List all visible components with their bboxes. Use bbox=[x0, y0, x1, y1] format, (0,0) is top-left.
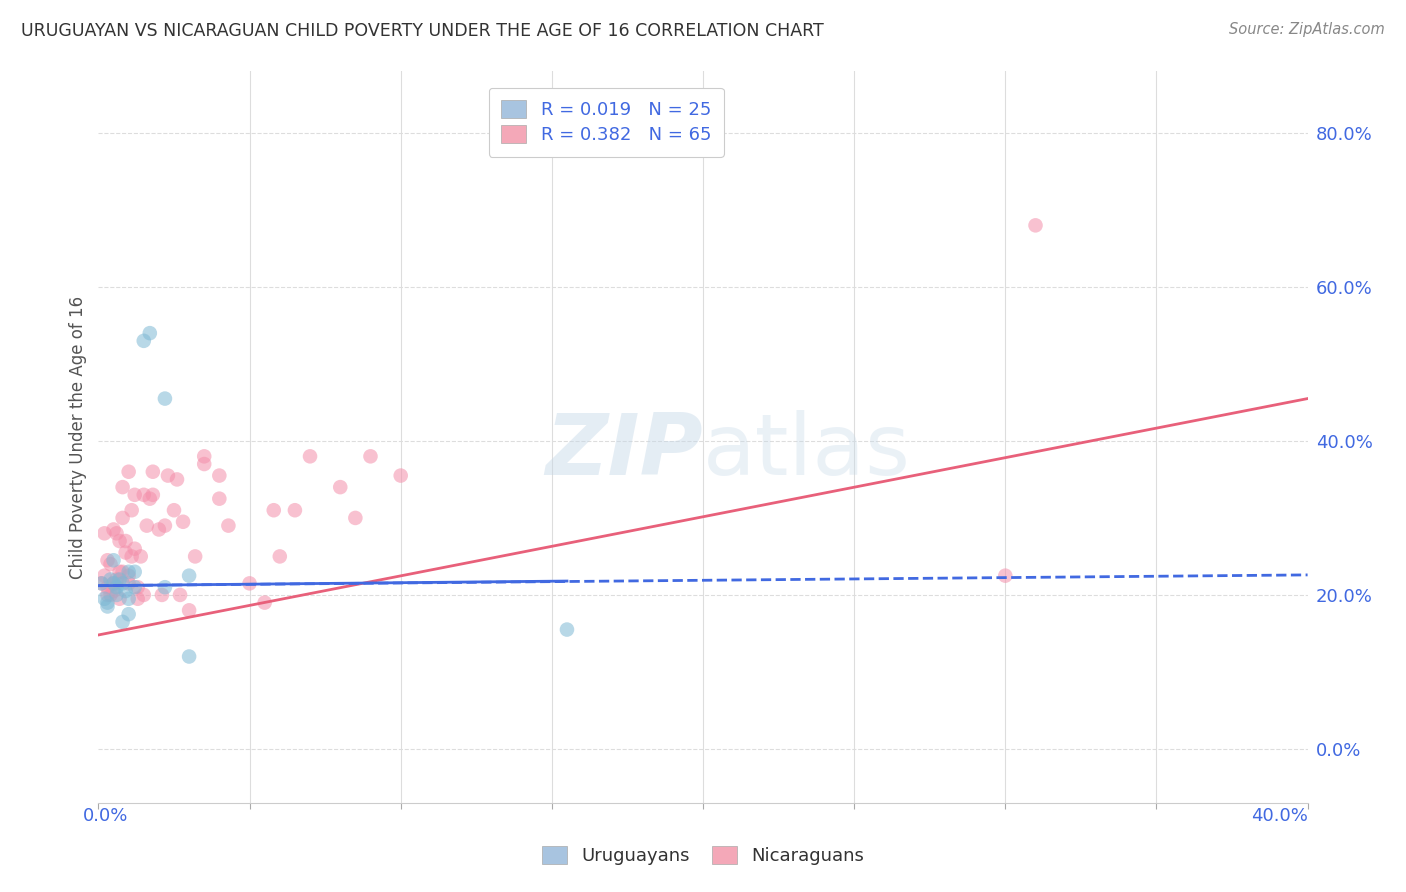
Point bbox=[105, 588, 128, 602]
Point bbox=[132, 588, 155, 602]
Point bbox=[121, 549, 143, 564]
Point bbox=[132, 488, 155, 502]
Point bbox=[994, 568, 1017, 582]
Point bbox=[111, 565, 134, 579]
Point bbox=[153, 392, 176, 406]
Point bbox=[360, 450, 382, 464]
Point bbox=[93, 526, 115, 541]
Point bbox=[96, 588, 118, 602]
Point bbox=[105, 573, 128, 587]
Point bbox=[114, 584, 136, 599]
Point bbox=[93, 568, 115, 582]
Point bbox=[132, 334, 155, 348]
Point bbox=[127, 580, 149, 594]
Point bbox=[103, 576, 125, 591]
Y-axis label: Child Poverty Under the Age of 16: Child Poverty Under the Age of 16 bbox=[69, 295, 87, 579]
Point bbox=[108, 573, 131, 587]
Point bbox=[90, 576, 112, 591]
Point bbox=[253, 596, 276, 610]
Point bbox=[217, 518, 239, 533]
Point bbox=[105, 526, 128, 541]
Point bbox=[135, 518, 157, 533]
Point bbox=[103, 553, 125, 567]
Point bbox=[179, 649, 201, 664]
Point bbox=[193, 457, 215, 471]
Point bbox=[193, 450, 215, 464]
Point bbox=[114, 534, 136, 549]
Point bbox=[389, 468, 412, 483]
Text: 40.0%: 40.0% bbox=[1251, 806, 1308, 824]
Point bbox=[96, 580, 118, 594]
Point bbox=[124, 488, 146, 502]
Point bbox=[555, 623, 578, 637]
Legend: Uruguayans, Nicaraguans: Uruguayans, Nicaraguans bbox=[534, 839, 872, 872]
Point bbox=[208, 491, 231, 506]
Point bbox=[121, 503, 143, 517]
Point bbox=[100, 573, 122, 587]
Point bbox=[124, 580, 146, 594]
Point bbox=[127, 591, 149, 606]
Point bbox=[108, 565, 131, 579]
Text: 0.0%: 0.0% bbox=[83, 806, 129, 824]
Point bbox=[111, 480, 134, 494]
Point bbox=[156, 468, 179, 483]
Point bbox=[96, 596, 118, 610]
Point bbox=[96, 553, 118, 567]
Text: atlas: atlas bbox=[703, 410, 911, 493]
Point bbox=[139, 491, 162, 506]
Point bbox=[124, 541, 146, 556]
Point bbox=[344, 511, 367, 525]
Point bbox=[108, 591, 131, 606]
Point bbox=[142, 488, 165, 502]
Point bbox=[299, 450, 322, 464]
Point bbox=[114, 545, 136, 559]
Point bbox=[103, 576, 125, 591]
Point bbox=[111, 615, 134, 629]
Point bbox=[184, 549, 207, 564]
Point bbox=[148, 523, 170, 537]
Point bbox=[103, 523, 125, 537]
Point bbox=[329, 480, 352, 494]
Point bbox=[1024, 219, 1046, 233]
Point bbox=[172, 515, 194, 529]
Point bbox=[105, 580, 128, 594]
Point bbox=[93, 591, 115, 606]
Point bbox=[139, 326, 162, 340]
Point bbox=[239, 576, 262, 591]
Point bbox=[284, 503, 307, 517]
Point bbox=[118, 576, 141, 591]
Point bbox=[90, 576, 112, 591]
Point bbox=[150, 588, 173, 602]
Point bbox=[179, 568, 201, 582]
Point bbox=[129, 549, 152, 564]
Point bbox=[263, 503, 285, 517]
Point bbox=[269, 549, 291, 564]
Point bbox=[118, 565, 141, 579]
Point bbox=[153, 580, 176, 594]
Point bbox=[118, 465, 141, 479]
Point bbox=[111, 576, 134, 591]
Text: ZIP: ZIP bbox=[546, 410, 703, 493]
Point bbox=[108, 534, 131, 549]
Text: Source: ZipAtlas.com: Source: ZipAtlas.com bbox=[1229, 22, 1385, 37]
Point bbox=[142, 465, 165, 479]
Point bbox=[208, 468, 231, 483]
Legend: R = 0.019   N = 25, R = 0.382   N = 65: R = 0.019 N = 25, R = 0.382 N = 65 bbox=[488, 87, 724, 157]
Point bbox=[100, 588, 122, 602]
Point bbox=[118, 568, 141, 582]
Point bbox=[166, 472, 188, 486]
Point bbox=[100, 557, 122, 571]
Point bbox=[169, 588, 191, 602]
Point bbox=[103, 584, 125, 599]
Point bbox=[96, 599, 118, 614]
Point bbox=[124, 565, 146, 579]
Point bbox=[118, 607, 141, 622]
Text: URUGUAYAN VS NICARAGUAN CHILD POVERTY UNDER THE AGE OF 16 CORRELATION CHART: URUGUAYAN VS NICARAGUAN CHILD POVERTY UN… bbox=[21, 22, 824, 40]
Point bbox=[105, 576, 128, 591]
Point bbox=[118, 591, 141, 606]
Point bbox=[179, 603, 201, 617]
Point bbox=[163, 503, 186, 517]
Point bbox=[111, 511, 134, 525]
Point bbox=[153, 518, 176, 533]
